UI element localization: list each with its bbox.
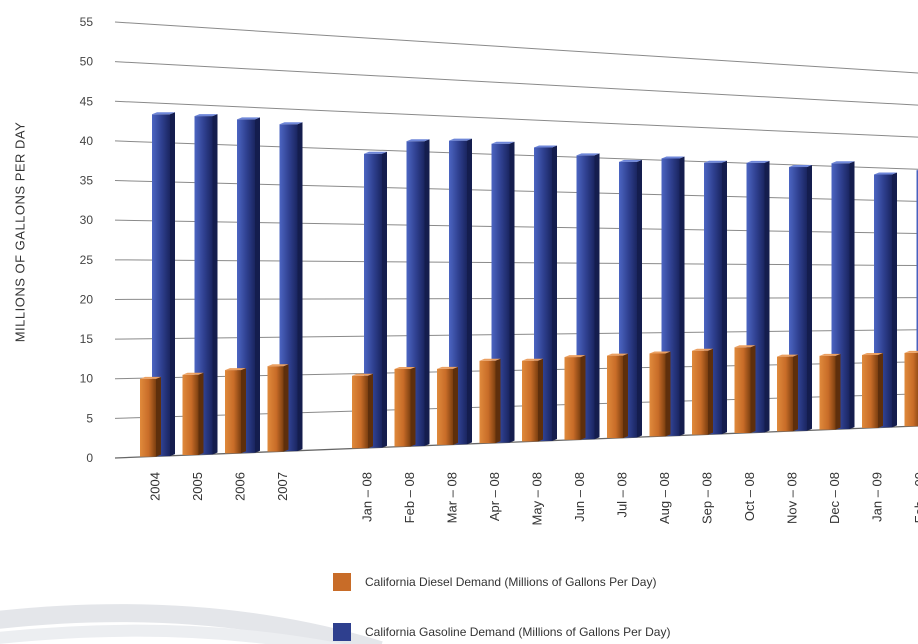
chart: 0 5 10 15 20 25 30 35 40 45 50 55 2004 2005 2006 2007 J…	[80, 15, 918, 525]
y-tick-25: 25	[80, 253, 94, 267]
bar-diesel-feb-08	[394, 366, 416, 447]
bar-diesel-aug-08	[649, 351, 671, 437]
y-axis-label: MILLIONS OF GALLONS PER DAY	[12, 121, 28, 343]
x-label-jan-08: Jan – 08	[359, 472, 374, 522]
gridline-40	[114, 140, 918, 170]
legend-label-gasoline: California Gasoline Demand (Millions of …	[365, 625, 671, 639]
x-label-feb-08: Feb – 08	[402, 472, 417, 523]
bar-diesel-jan-08	[352, 373, 373, 449]
y-tick-55: 55	[80, 15, 94, 29]
y-tick-35: 35	[80, 174, 94, 188]
bar-diesel-jul-08	[607, 353, 628, 439]
bar-diesel-2007	[267, 364, 289, 452]
bar-diesel-oct-08	[734, 345, 756, 433]
y-axis-ticks: 0 5 10 15 20 25 30 35 40 45 50 55	[80, 15, 94, 465]
legend-item-gasoline: California Gasoline Demand (Millions of …	[333, 622, 670, 642]
x-label-jun-08: Jun – 08	[572, 472, 587, 522]
x-label-feb-09: Feb – 09	[912, 472, 918, 523]
bar-diesel-mar-08	[437, 366, 458, 445]
y-tick-0: 0	[86, 451, 93, 465]
x-label-sep-08: Sep – 08	[699, 472, 714, 524]
x-label-2007: 2007	[275, 472, 290, 501]
x-label-dec-08: Dec – 08	[827, 472, 842, 524]
y-tick-30: 30	[80, 213, 94, 227]
y-tick-15: 15	[80, 332, 94, 346]
bars	[140, 112, 918, 457]
y-tick-10: 10	[80, 372, 94, 386]
legend-item-diesel: California Diesel Demand (Millions of Ga…	[333, 572, 656, 592]
bar-diesel-apr-08	[479, 358, 501, 444]
gridline-50	[114, 61, 918, 106]
bar-gasoline-2005	[194, 114, 218, 455]
gridline-55	[114, 21, 918, 74]
bar-diesel-jun-08	[564, 355, 586, 440]
bar-diesel-sep-08	[692, 348, 713, 435]
legend-label-diesel: California Diesel Demand (Millions of Ga…	[365, 575, 657, 589]
x-label-nov-08: Nov – 08	[784, 472, 799, 524]
x-label-2004: 2004	[147, 472, 162, 501]
y-tick-50: 50	[80, 55, 94, 69]
bar-gasoline-2004	[152, 112, 175, 457]
bar-diesel-2005	[182, 372, 204, 455]
x-label-2005: 2005	[190, 472, 205, 501]
bar-diesel-2004	[140, 376, 161, 457]
x-label-2006: 2006	[232, 472, 247, 501]
legend-swatch-gasoline	[333, 623, 351, 641]
bar-diesel-feb-09	[904, 350, 918, 427]
x-label-may-08: May – 08	[529, 472, 544, 525]
legend-swatch-diesel	[333, 573, 351, 591]
x-label-apr-08: Apr – 08	[487, 472, 502, 521]
gridline-45	[114, 100, 918, 138]
x-label-oct-08: Oct – 08	[742, 472, 757, 521]
bar-diesel-dec-08	[819, 353, 841, 430]
y-tick-20: 20	[80, 292, 94, 306]
x-label-jul-08: Jul – 08	[614, 472, 629, 518]
y-tick-45: 45	[80, 94, 94, 108]
bar-diesel-nov-08	[777, 354, 798, 432]
bar-diesel-jan-09	[862, 353, 883, 428]
x-label-aug-08: Aug – 08	[657, 472, 672, 524]
bar-diesel-2006	[225, 368, 246, 454]
y-tick-40: 40	[80, 134, 94, 148]
x-label-jan-09: Jan – 09	[869, 472, 884, 522]
x-label-mar-08: Mar – 08	[444, 472, 459, 523]
bar-diesel-may-08	[522, 358, 543, 442]
x-axis-labels: 2004 2005 2006 2007 Jan – 08 Feb – 08 Mar – 08…	[147, 472, 918, 525]
y-tick-5: 5	[86, 411, 93, 425]
